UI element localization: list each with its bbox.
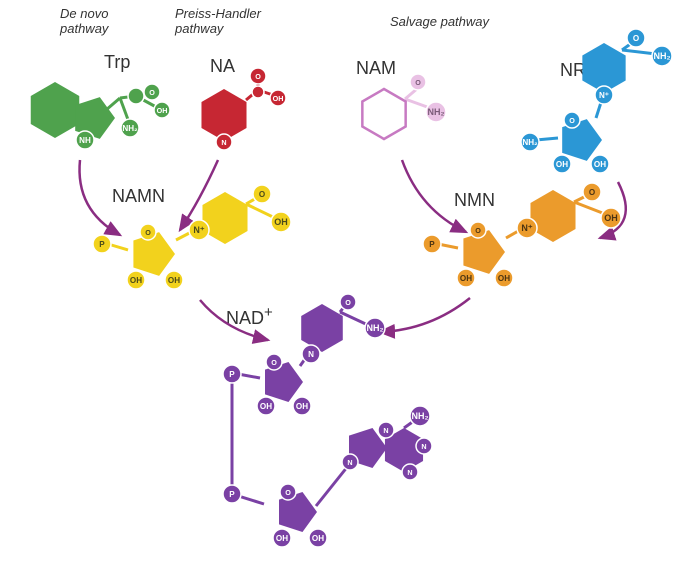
svg-text:P: P [229,370,235,379]
svg-text:O: O [569,116,575,125]
structures-group: NHNH₂OOHNOOHONH₂ONH₂N⁺ONH₂OHOHOOHN⁺OPOHO… [31,29,672,547]
svg-text:OH: OH [296,402,308,411]
svg-text:N⁺: N⁺ [599,91,609,100]
svg-text:NH₂: NH₂ [522,138,538,147]
svg-text:NH₂: NH₂ [367,323,384,333]
svg-text:P: P [99,240,105,249]
svg-text:O: O [259,190,265,199]
svg-text:OH: OH [130,276,142,285]
svg-text:OH: OH [460,274,472,283]
svg-text:O: O [415,78,421,87]
svg-text:OH: OH [498,274,510,283]
svg-text:NH₂: NH₂ [428,107,445,117]
svg-text:OH: OH [157,106,168,115]
svg-text:N: N [407,468,412,477]
svg-text:N: N [347,458,352,467]
diagram-svg: NHNH₂OOHNOOHONH₂ONH₂N⁺ONH₂OHOHOOHN⁺OPOHO… [0,0,684,585]
svg-text:N: N [308,350,314,359]
svg-text:OH: OH [273,94,284,103]
svg-text:O: O [255,72,261,81]
svg-text:O: O [633,34,639,43]
svg-text:OH: OH [604,213,618,223]
molecule-trp: NH NH₂ OOH [31,82,170,149]
svg-text:O: O [475,226,481,235]
svg-text:OH: OH [274,217,288,227]
molecule-nad: O NH₂ N O P OH OH P O OH OH NH₂ N N N N [223,294,432,547]
svg-text:NH₂: NH₂ [122,124,138,133]
svg-text:O: O [149,88,155,97]
svg-text:OH: OH [594,160,606,169]
svg-text:N: N [383,426,388,435]
svg-text:O: O [271,358,277,367]
svg-text:NH₂: NH₂ [654,51,671,61]
svg-text:N: N [421,442,426,451]
svg-text:N⁺: N⁺ [521,223,532,233]
svg-text:NH₂: NH₂ [412,411,429,421]
svg-text:N: N [221,138,226,147]
svg-text:OH: OH [260,402,272,411]
svg-text:O: O [345,298,351,307]
molecule-nr: O NH₂ N⁺ O NH₂ OH OH [521,29,672,173]
svg-text:NH: NH [79,136,91,145]
svg-text:O: O [589,188,595,197]
molecule-nmn: O OH N⁺ O P OH OH [423,183,621,287]
svg-text:OH: OH [168,276,180,285]
svg-text:P: P [429,240,435,249]
svg-text:O: O [285,488,291,497]
svg-text:N⁺: N⁺ [193,225,204,235]
molecule-nam: O NH₂ [362,74,446,139]
svg-text:OH: OH [276,534,288,543]
svg-text:O: O [145,228,151,237]
molecule-na: N O OH [201,68,286,150]
svg-text:OH: OH [556,160,568,169]
svg-text:OH: OH [312,534,324,543]
molecule-namn: O OH N⁺ O P OH OH [93,185,291,289]
svg-text:P: P [229,490,235,499]
